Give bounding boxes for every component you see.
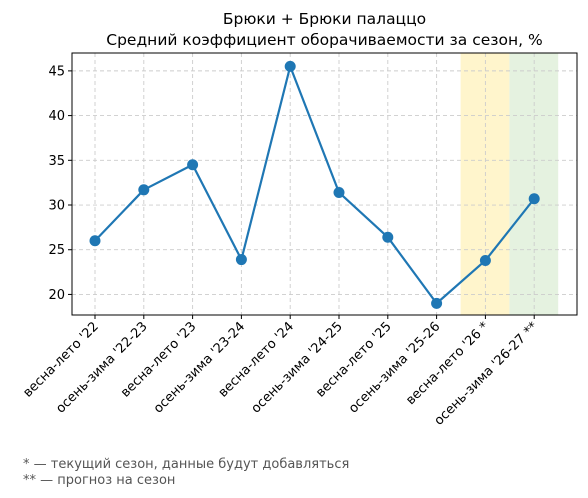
data-point — [235, 254, 247, 266]
data-point — [479, 254, 491, 266]
y-tick-label: 35 — [48, 154, 65, 169]
data-point — [528, 193, 540, 205]
data-point — [89, 235, 101, 247]
data-point — [138, 184, 150, 196]
highlight-band-2 — [509, 53, 559, 315]
y-tick-label: 40 — [48, 109, 65, 124]
y-tick-label: 20 — [48, 288, 65, 303]
chart-title: Брюки + Брюки палаццо — [223, 10, 426, 28]
x-tick-label: осень-зима '24-25 — [249, 319, 346, 416]
y-tick-label: 45 — [48, 64, 65, 79]
series-line — [94, 65, 536, 305]
x-tick-label: осень-зима '25-26 — [346, 319, 443, 416]
footnote-current-season: * — текущий сезон, данные будут добавлят… — [23, 457, 350, 472]
x-tick-label: осень-зима '23-24 — [151, 319, 248, 416]
data-point — [382, 231, 394, 243]
plot-frame — [71, 52, 578, 316]
y-tick-label: 25 — [48, 243, 65, 258]
data-point — [431, 297, 443, 309]
chart-subtitle: Средний коэффициент оборачиваемости за с… — [106, 31, 542, 49]
data-point — [284, 60, 296, 72]
footnote-forecast: ** — прогноз на сезон — [23, 473, 176, 488]
x-tick-label: весна-лето '26 * — [403, 319, 492, 408]
data-point — [187, 159, 199, 171]
data-point — [333, 186, 345, 198]
y-tick-label: 30 — [48, 199, 65, 214]
x-tick-label: осень-зима '22-23 — [53, 319, 150, 416]
